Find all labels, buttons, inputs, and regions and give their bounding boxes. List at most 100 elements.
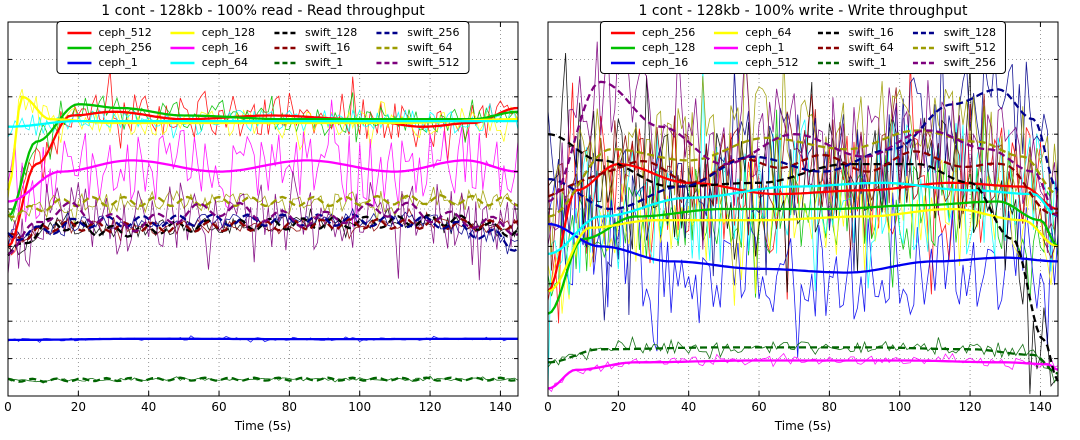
legend-label: swift_512 — [407, 56, 460, 69]
series-trend-swift_64 — [547, 150, 1059, 216]
x-tick-label: 20 — [611, 400, 626, 414]
legend-label: ceph_512 — [745, 56, 799, 69]
series-trend-ceph_512 — [547, 181, 1059, 256]
legend-line-swatch — [376, 46, 401, 49]
series-trend-ceph_1 — [547, 359, 1059, 390]
x-tick-label: 60 — [211, 400, 226, 414]
series-trend-ceph_512 — [7, 106, 519, 248]
legend-line-swatch — [912, 61, 937, 64]
legend-label: swift_128 — [304, 26, 358, 39]
legend-item: swift_16 — [273, 40, 357, 55]
read-throughput-chart: 0 20 40 60 80 100 120 140 1 cont - 128kb - 100%… — [4, 3, 519, 433]
series-trend-swift_512 — [7, 201, 519, 255]
legend-line-swatch — [170, 61, 195, 64]
x-axis-label: Time (5s) — [234, 419, 292, 433]
legend-label: swift_1 — [848, 56, 887, 69]
legend-item: ceph_1 — [66, 55, 151, 70]
legend-line-swatch — [376, 61, 401, 64]
series-trend-ceph_128 — [6, 95, 518, 191]
write-throughput-chart: 0 20 40 60 80 100 120 140 1 cont - 128kb - 100%… — [540, 0, 1080, 440]
legend-line-swatch — [817, 61, 842, 64]
series-trend-ceph_1 — [8, 337, 518, 342]
legend-line-swatch — [610, 46, 635, 49]
x-tick-label: 120 — [959, 400, 982, 414]
series-trend-swift_16 — [7, 217, 519, 242]
series-trend-ceph_16 — [547, 222, 1059, 274]
series-raw-ceph_128 — [7, 88, 519, 200]
legend-item: swift_16 — [816, 25, 894, 40]
chart-title: 1 cont - 128kb - 100% read - Read throug… — [101, 3, 425, 19]
legend-item: swift_512 — [912, 40, 996, 55]
legend-line-swatch — [273, 31, 298, 34]
legend-label: ceph_512 — [98, 26, 152, 39]
series-raw-swift_64 — [7, 186, 519, 225]
legend-item: swift_256 — [912, 55, 996, 70]
legend-item: ceph_128 — [610, 40, 695, 55]
legend-item: ceph_1 — [713, 40, 798, 55]
legend-label: swift_16 — [304, 41, 351, 54]
legend-line-swatch — [714, 31, 739, 34]
series-trend-swift_128 — [7, 213, 519, 257]
legend-item: ceph_512 — [713, 55, 798, 70]
x-tick-label: 100 — [888, 400, 911, 414]
x-tick-label: 40 — [681, 400, 696, 414]
series-trend-swift_64 — [7, 193, 519, 219]
legend-item: ceph_256 — [66, 40, 152, 55]
x-axis-label: Time (5s) — [774, 419, 832, 433]
read-chart-plot: 0 20 40 60 80 100 120 140 — [4, 21, 519, 414]
series-raw-swift_64 — [547, 87, 1059, 271]
legend-label: ceph_256 — [641, 26, 696, 39]
legend-label: ceph_1 — [745, 41, 785, 54]
legend-item: ceph_128 — [170, 25, 255, 40]
x-tick-label: 120 — [419, 400, 442, 414]
legend-line-swatch — [67, 46, 92, 49]
legend-line-swatch — [817, 31, 842, 34]
legend-line-swatch — [817, 46, 842, 49]
series-raw-swift_256 — [547, 39, 1059, 254]
legend-label: swift_256 — [407, 26, 460, 39]
legend-label: ceph_128 — [201, 26, 255, 39]
legend-line-swatch — [376, 31, 401, 34]
legend-line-swatch — [273, 46, 298, 49]
x-tick-label: 140 — [1029, 400, 1052, 414]
legend-item: ceph_64 — [170, 55, 255, 70]
legend-item: swift_64 — [375, 40, 459, 55]
legend-label: ceph_1 — [98, 56, 138, 69]
series-trend-swift_256 — [547, 80, 1059, 218]
legend-item: ceph_16 — [610, 55, 695, 70]
legend-item: ceph_512 — [66, 25, 152, 40]
legend-item: ceph_64 — [713, 25, 798, 40]
legend-line-swatch — [67, 31, 92, 34]
legend-item: swift_1 — [816, 55, 893, 70]
legend-label: swift_64 — [407, 41, 453, 54]
series-raw-swift_1 — [7, 375, 519, 384]
legend: ceph_512 ceph_256 ceph_1 ceph_128 ceph_16 cep… — [56, 21, 470, 74]
series-trend-swift_16 — [547, 133, 1059, 382]
x-tick-label: 80 — [822, 400, 837, 414]
series-trend-ceph_128 — [547, 200, 1059, 315]
series-trend-swift_512 — [547, 129, 1059, 218]
legend-line-swatch — [714, 46, 739, 49]
legend-label: swift_1 — [304, 56, 344, 69]
legend-item: ceph_256 — [610, 25, 695, 40]
legend-label: ceph_64 — [201, 56, 248, 69]
legend-item: swift_128 — [273, 25, 357, 40]
series-raw-swift_512 — [7, 171, 519, 281]
x-tick-label: 60 — [751, 400, 766, 414]
legend-line-swatch — [610, 31, 635, 34]
legend-item: swift_1 — [273, 55, 357, 70]
legend-line-swatch — [610, 61, 635, 64]
legend-label: swift_128 — [943, 26, 997, 39]
legend-line-swatch — [170, 31, 195, 34]
x-tick-label: 80 — [282, 400, 297, 414]
legend-item: ceph_16 — [170, 40, 255, 55]
legend-line-swatch — [67, 61, 92, 64]
chart-title: 1 cont - 128kb - 100% write - Write thro… — [638, 3, 968, 19]
series-raw-ceph_512 — [547, 64, 1059, 392]
legend-label: swift_512 — [943, 41, 997, 54]
legend-label: ceph_256 — [98, 41, 152, 54]
series-raw-ceph_512 — [7, 68, 519, 256]
legend-label: ceph_16 — [641, 56, 689, 69]
legend-label: swift_16 — [848, 26, 894, 39]
